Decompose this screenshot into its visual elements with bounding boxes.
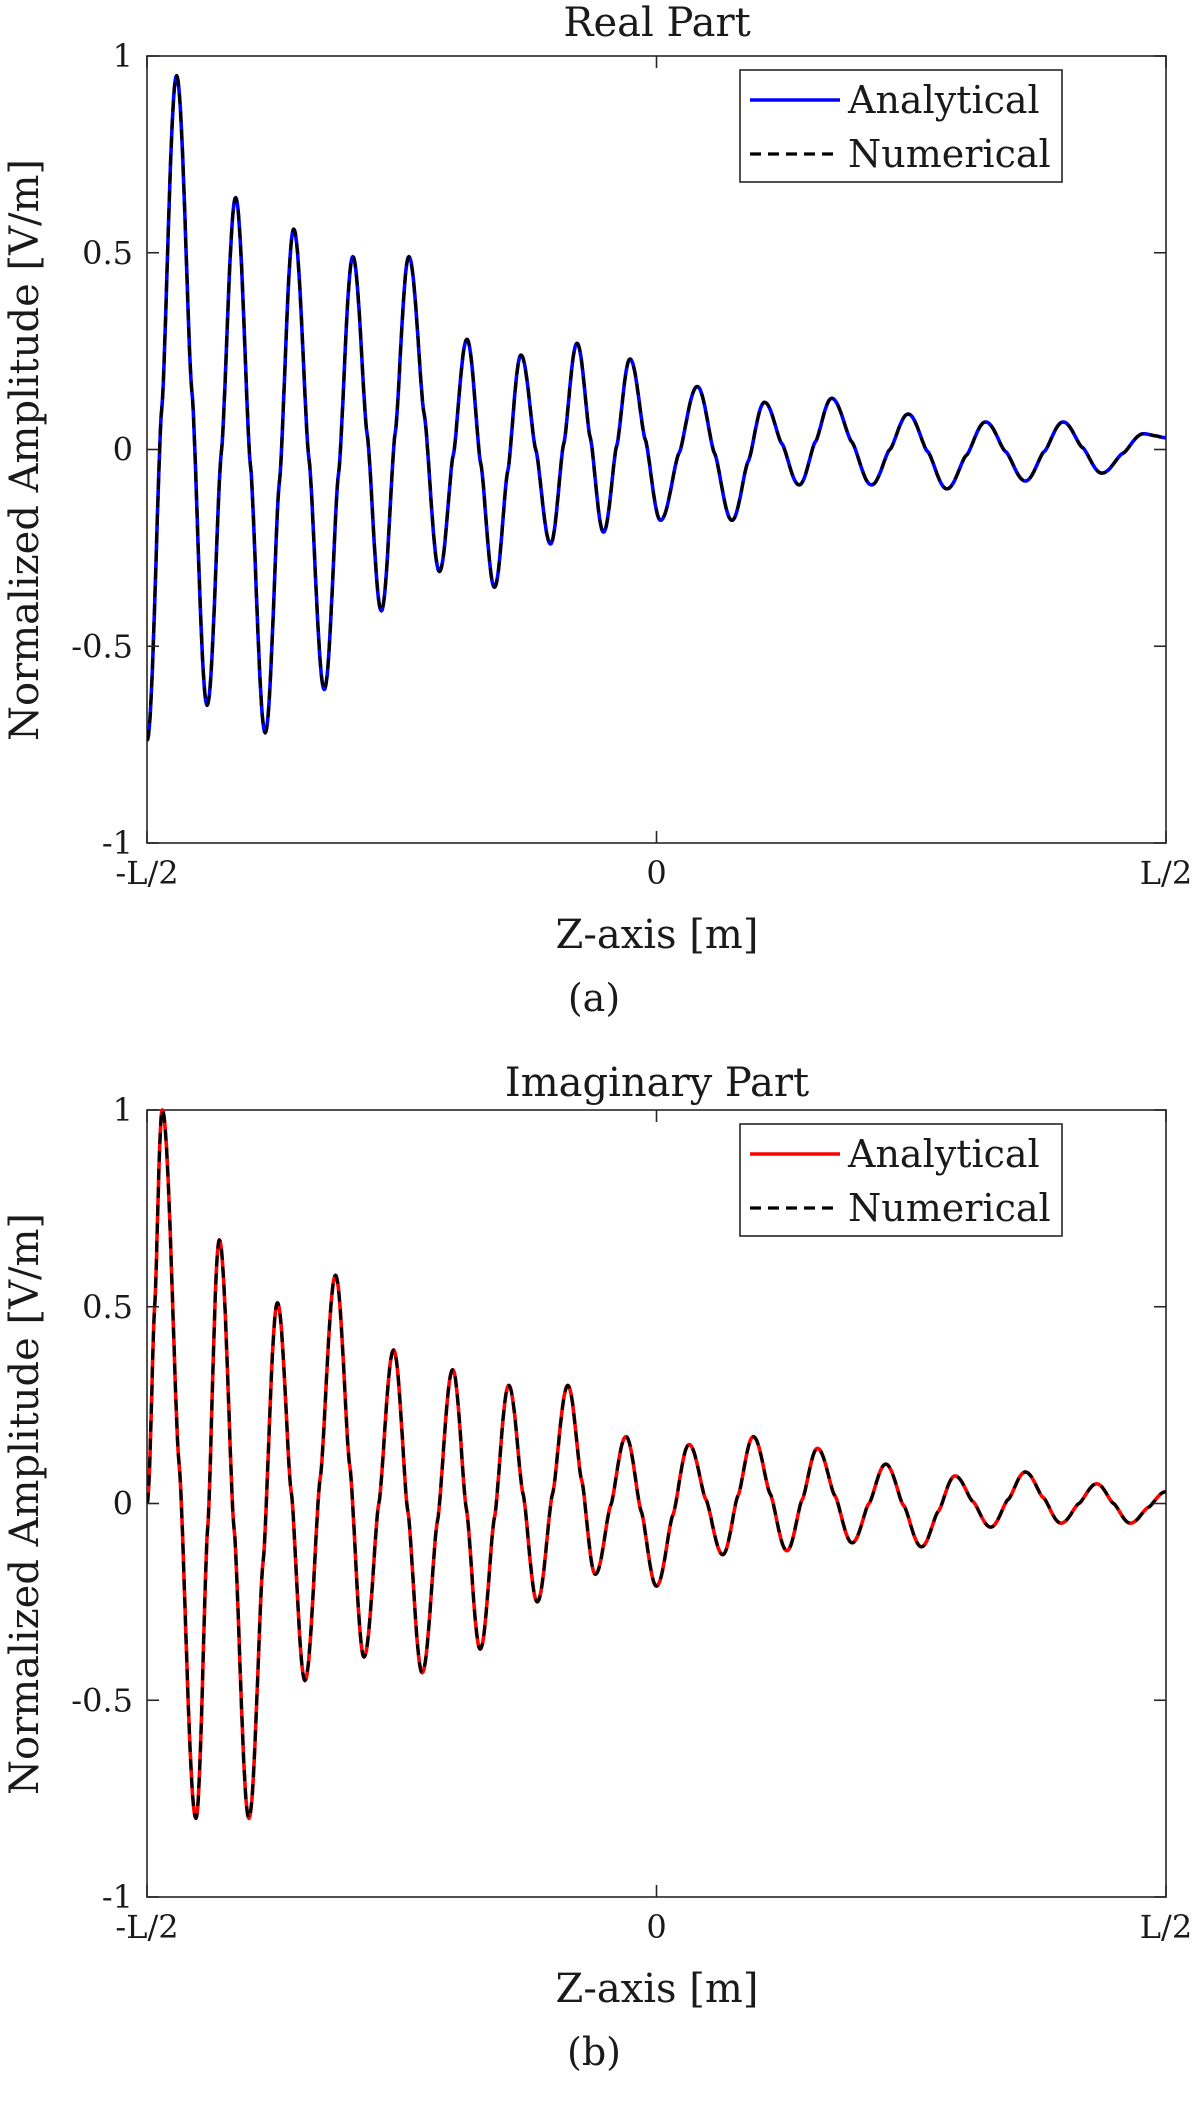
y-tick-label: 0: [113, 1485, 133, 1523]
y-tick-label: 0.5: [82, 1288, 133, 1326]
x-tick-label: L/2: [1140, 854, 1192, 892]
legend-label-numerical: Numerical: [848, 1186, 1051, 1230]
series-line-numerical: [147, 1108, 1166, 1820]
legend-box: [739, 69, 1063, 183]
chart-panel-b: Imaginary Part Analytical Numerical 1 0.5 0…: [0, 1054, 1200, 2108]
y-tick-label: 0: [113, 431, 133, 469]
y-tick-label: 0.5: [82, 234, 133, 272]
legend-label-numerical: Numerical: [848, 132, 1051, 176]
x-tick-label: -L/2: [115, 1908, 178, 1946]
chart-panel-a: Real Part Analytical Numerical 1 0.5 0 -0.5 -…: [2, 0, 1192, 1020]
figure-caption: (b): [567, 2030, 621, 2074]
figure-caption: (a): [568, 976, 620, 1020]
y-tick-label: -1: [102, 824, 133, 862]
y-axis-label: Normalized Amplitude [V/m]: [2, 159, 48, 741]
y-tick-label: 1: [113, 37, 133, 75]
x-tick-label: -L/2: [115, 854, 178, 892]
chart-title: Imaginary Part: [505, 1060, 809, 1106]
x-tick-label: 0: [646, 854, 666, 892]
x-tick-label: L/2: [1140, 1908, 1192, 1946]
x-axis-label: Z-axis [m]: [556, 1966, 759, 2012]
y-axis-label: Normalized Amplitude [V/m]: [2, 1213, 48, 1795]
legend-box: [739, 1123, 1063, 1237]
chart-real-part: Real Part Analytical Numerical 1 0.5 0 -0.5 -…: [2, 0, 1192, 1020]
chart-title: Real Part: [563, 0, 750, 46]
x-axis-label: Z-axis [m]: [556, 912, 759, 958]
series-line-numerical: [147, 74, 1166, 742]
legend-label-analytical: Analytical: [847, 1132, 1040, 1176]
legend-label-analytical: Analytical: [847, 78, 1040, 122]
chart-imaginary-part: Imaginary Part Analytical Numerical 1 0.5 0…: [2, 1060, 1192, 2074]
y-tick-label: -1: [102, 1878, 133, 1916]
axes-box: [146, 55, 1167, 844]
y-tick-label: -0.5: [71, 627, 133, 665]
x-tick-label: 0: [646, 1908, 666, 1946]
y-tick-label: -0.5: [71, 1681, 133, 1719]
y-tick-label: 1: [113, 1091, 133, 1129]
